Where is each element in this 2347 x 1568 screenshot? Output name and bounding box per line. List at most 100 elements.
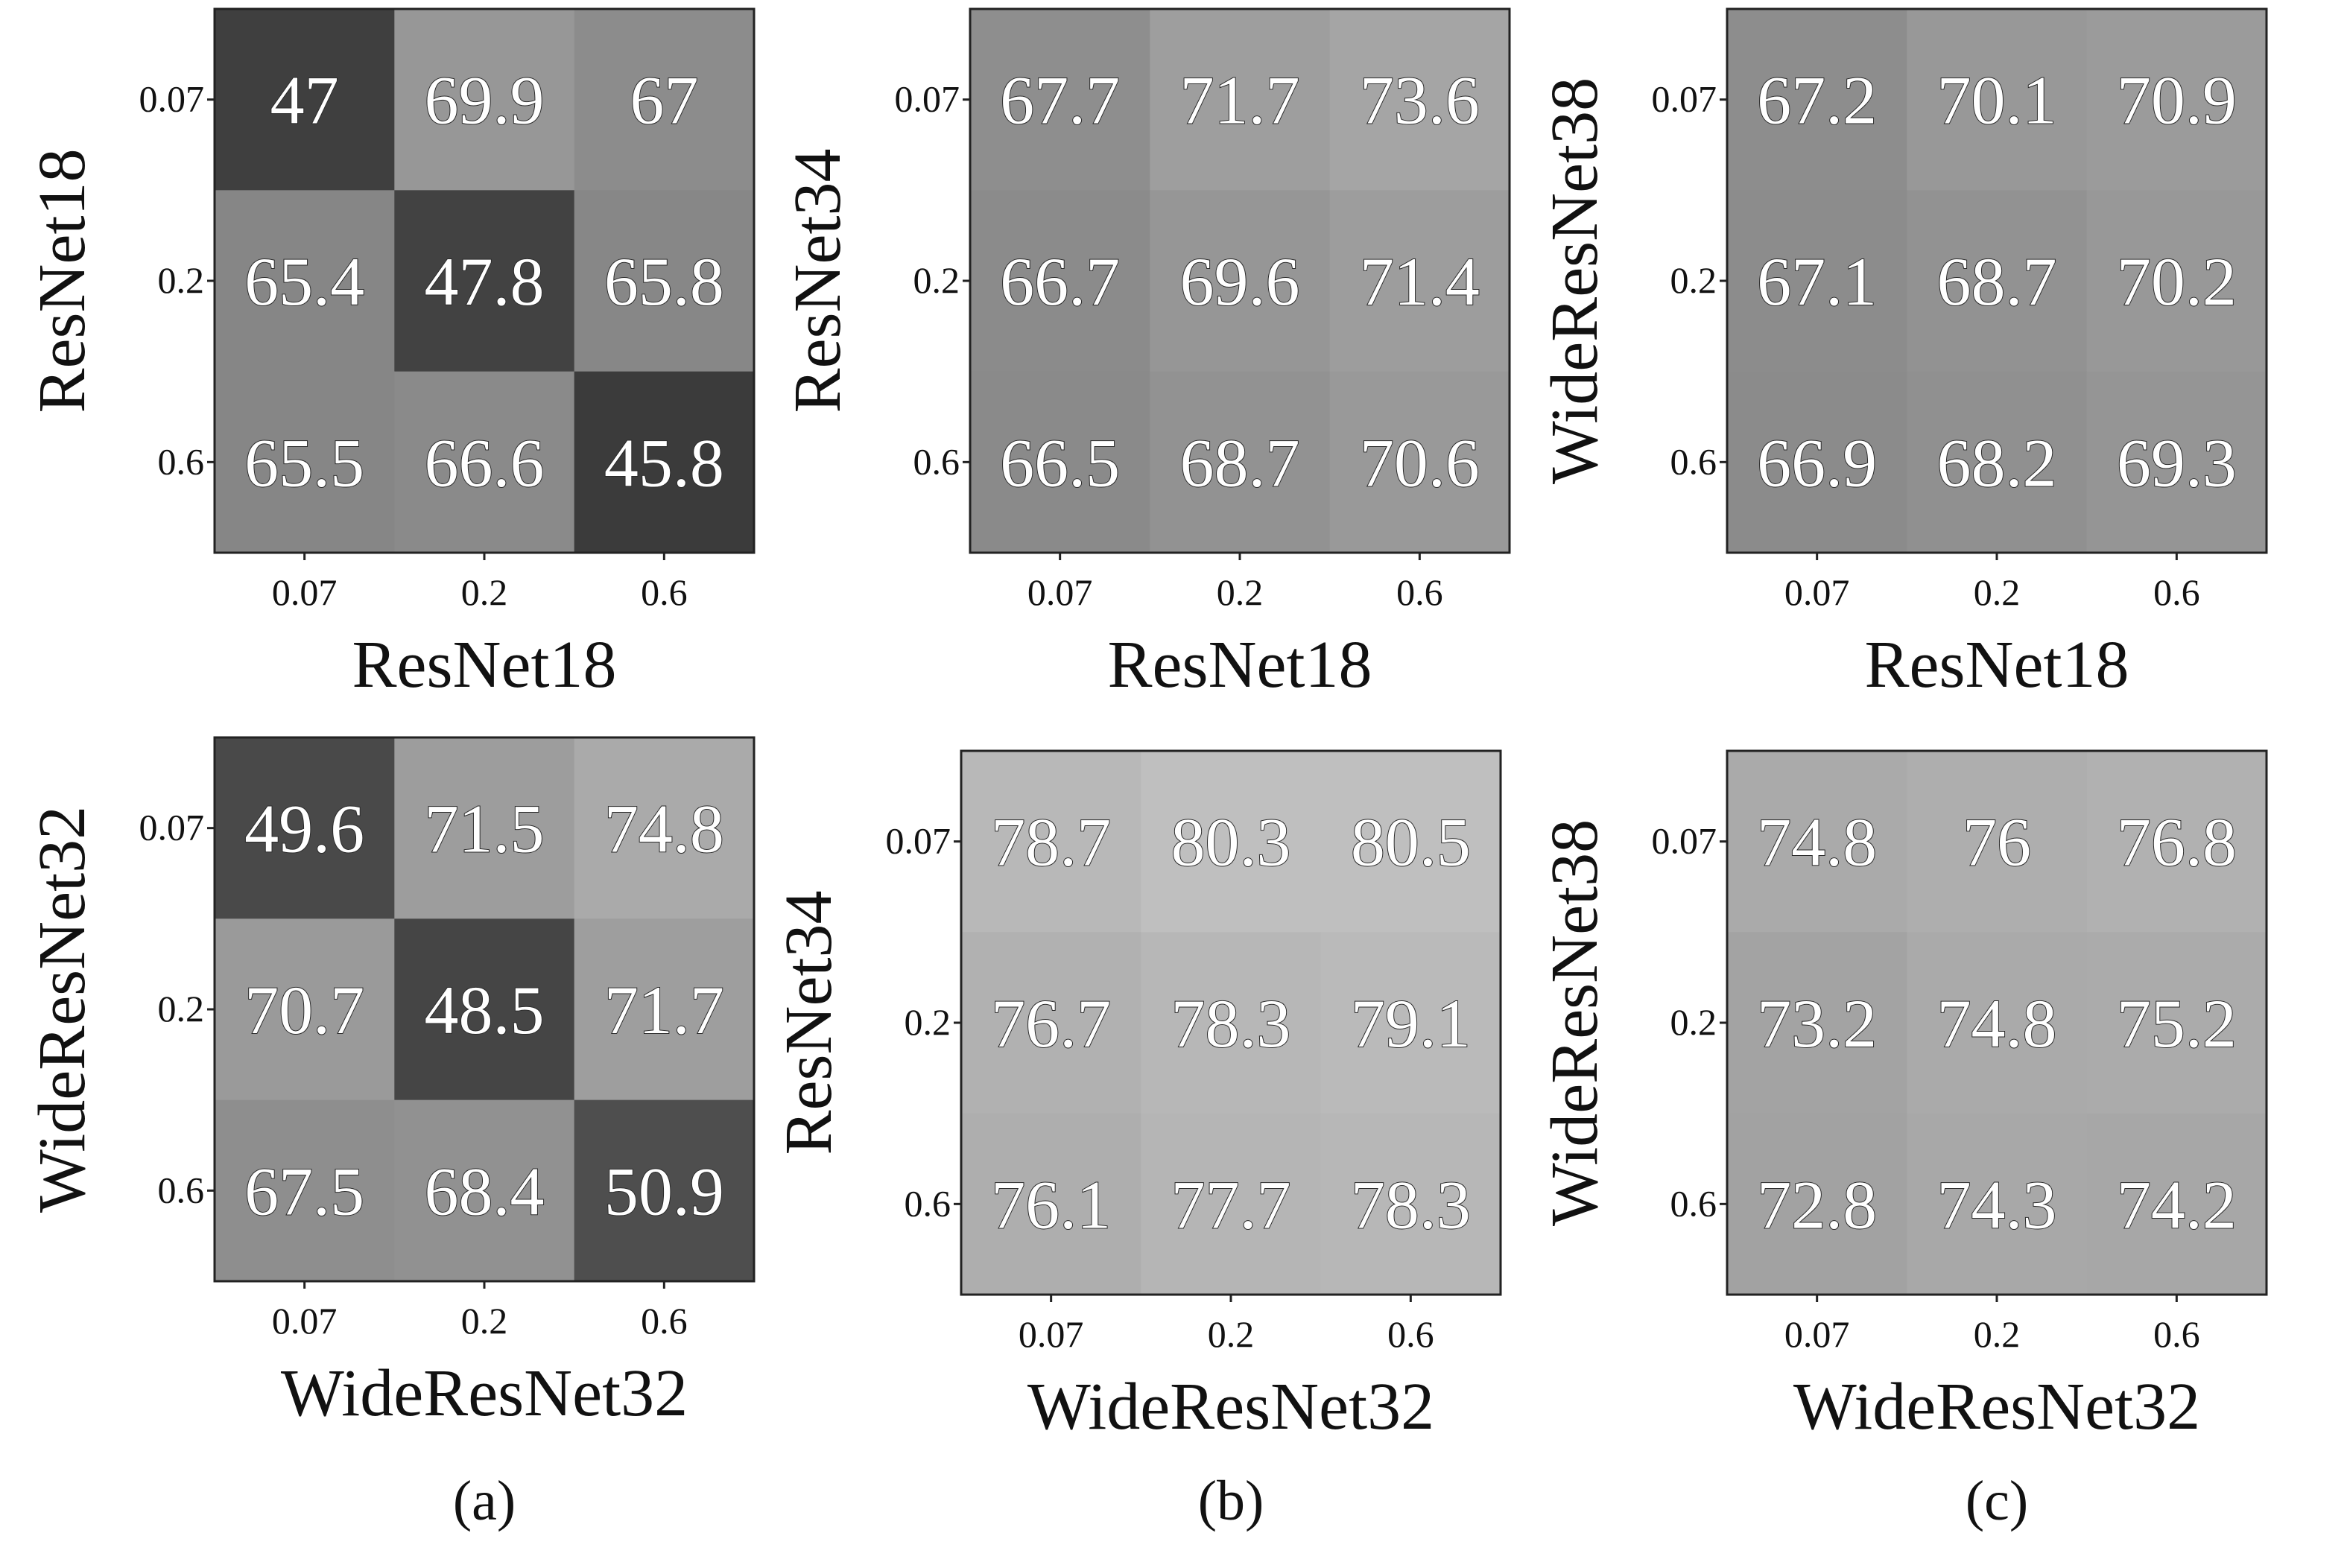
cell-value-label: 47.8 — [425, 244, 545, 320]
y-tick-label: 0.2 — [913, 259, 960, 301]
heatmap-cell — [394, 918, 575, 1101]
cell-value-label: 65.5 — [244, 425, 364, 501]
heatmap-cell — [2086, 9, 2267, 191]
heatmap-panel-1: 47 69.9 67 65.4 47.8 65.8 65.5 66.6 45.8 0.07 0.2 0… — [25, 7, 756, 702]
cell-value-label: 70.1 — [1937, 63, 2057, 139]
y-tick-label: 0.6 — [1670, 1182, 1717, 1224]
cell-value-label: 67.1 — [1757, 244, 1877, 320]
cell-value-label: 68.7 — [1180, 425, 1300, 501]
cell-value-label: 68.4 — [425, 1153, 545, 1229]
heatmap-cell — [215, 9, 395, 191]
heatmap-cell — [2086, 371, 2267, 553]
cell-value-label: 66.6 — [425, 425, 545, 501]
cell-value-label: 77.7 — [1171, 1167, 1291, 1242]
x-tick-label: 0.2 — [461, 1300, 508, 1342]
cell-value-label: 65.8 — [604, 244, 724, 320]
heatmap-panel-3: 67.2 70.1 70.9 67.1 68.7 70.2 66.9 68.2 69.3 0.07… — [1538, 7, 2268, 702]
heatmap-cell — [1150, 371, 1331, 553]
x-tick-label: 0.6 — [1387, 1313, 1434, 1355]
heatmap-cell — [2086, 751, 2267, 933]
cell-value-label: 67.5 — [244, 1153, 364, 1229]
heatmap-cell — [970, 371, 1150, 553]
cell-value-label: 76 — [1963, 804, 2031, 880]
cell-value-label: 75.2 — [2117, 985, 2237, 1061]
heatmap-cell — [1150, 190, 1331, 372]
heatmap-cell — [1727, 932, 1907, 1114]
heatmap-cell — [1329, 9, 1510, 191]
heatmap-cell — [1727, 371, 1907, 553]
heatmap-cell — [1320, 932, 1501, 1114]
cell-value-label: 73.2 — [1757, 985, 1877, 1061]
cell-value-label: 72.8 — [1757, 1167, 1877, 1242]
heatmap-cell — [574, 9, 755, 191]
y-tick-label: 0.2 — [158, 259, 205, 301]
heatmap-cell — [1329, 190, 1510, 372]
cell-value-label: 79.1 — [1351, 985, 1471, 1061]
cell-value-label: 78.7 — [991, 804, 1111, 880]
cell-value-label: 71.4 — [1360, 244, 1480, 320]
x-tick-label: 0.2 — [1208, 1313, 1255, 1355]
heatmap-cell — [1727, 190, 1907, 372]
heatmap-cell — [1907, 190, 2088, 372]
x-tick-label: 0.07 — [272, 1300, 338, 1342]
x-tick-label: 0.6 — [1396, 571, 1443, 613]
heatmap-cell — [2086, 1113, 2267, 1295]
heatmap-cell — [215, 1099, 395, 1282]
heatmap-cell — [961, 1113, 1141, 1295]
heatmap-cell — [970, 9, 1150, 191]
heatmap-cell — [970, 190, 1150, 372]
cell-value-label: 69.9 — [425, 63, 545, 139]
cell-value-label: 66.7 — [1000, 244, 1120, 320]
cell-value-label: 71.5 — [425, 791, 545, 867]
x-tick-label: 0.07 — [1027, 571, 1093, 613]
y-axis-label: ResNet34 — [772, 891, 846, 1155]
heatmap-cell — [1907, 1113, 2088, 1295]
heatmap-cell — [961, 751, 1141, 933]
cell-value-label: 74.3 — [1937, 1167, 2057, 1242]
cell-value-label: 71.7 — [1180, 63, 1300, 139]
cell-value-label: 70.9 — [2117, 63, 2237, 139]
cell-value-label: 70.6 — [1360, 425, 1480, 501]
x-axis-label: WideResNet32 — [1027, 1370, 1434, 1444]
heatmap-panel-5: 78.7 80.3 80.5 76.7 78.3 79.1 76.1 77.7 78.3 0.07… — [772, 749, 1502, 1444]
cell-value-label: 67.7 — [1000, 63, 1120, 139]
y-tick-label: 0.2 — [905, 1001, 951, 1043]
heatmap-cell — [394, 371, 575, 553]
heatmap-cell — [1141, 932, 1322, 1114]
cell-value-label: 76.7 — [991, 985, 1111, 1061]
x-tick-label: 0.07 — [1784, 571, 1850, 613]
x-tick-label: 0.07 — [1784, 1313, 1850, 1355]
cell-value-label: 80.5 — [1351, 804, 1471, 880]
y-axis-label: WideResNet38 — [1538, 77, 1612, 484]
heatmap-cell — [1907, 751, 2088, 933]
heatmap-cell — [1141, 751, 1322, 933]
heatmap-panel-6: 74.8 76 76.8 73.2 74.8 75.2 72.8 74.3 74.2 0.07 0.… — [1538, 749, 2268, 1444]
x-tick-label: 0.6 — [641, 571, 688, 613]
heatmap-cell — [574, 371, 755, 553]
heatmap-cell — [215, 918, 395, 1101]
cell-value-label: 68.2 — [1937, 425, 2057, 501]
y-tick-label: 0.07 — [139, 78, 205, 120]
x-tick-label: 0.2 — [1974, 1313, 2021, 1355]
y-axis-label: ResNet34 — [781, 149, 855, 413]
heatmap-cell — [574, 190, 755, 372]
cell-value-label: 68.7 — [1937, 244, 2057, 320]
heatmap-cell — [215, 737, 395, 919]
heatmap-cell — [1727, 751, 1907, 933]
heatmap-cell — [215, 371, 395, 553]
y-tick-label: 0.07 — [139, 807, 205, 848]
y-tick-label: 0.6 — [905, 1182, 951, 1224]
panel-caption: (a) — [453, 1470, 516, 1532]
y-axis-label: ResNet18 — [25, 149, 99, 413]
cell-value-label: 45.8 — [604, 425, 724, 501]
heatmap-cell — [574, 918, 755, 1101]
cell-value-label: 74.8 — [1757, 804, 1877, 880]
heatmap-cell — [1329, 371, 1510, 553]
cell-value-label: 73.6 — [1360, 63, 1480, 139]
x-tick-label: 0.07 — [272, 571, 338, 613]
y-tick-label: 0.6 — [1670, 440, 1717, 482]
cell-value-label: 70.7 — [244, 972, 364, 1048]
cell-value-label: 47 — [270, 63, 339, 139]
x-axis-label: ResNet18 — [352, 628, 617, 702]
